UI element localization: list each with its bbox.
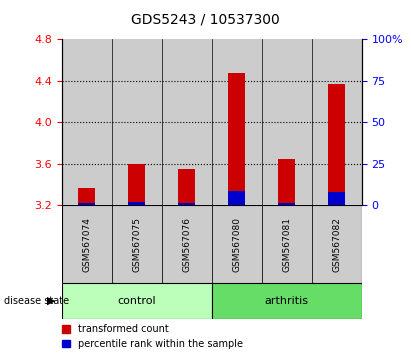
- Bar: [128, 164, 145, 205]
- Text: ▶: ▶: [47, 296, 55, 306]
- Bar: [162, 205, 212, 283]
- Bar: [312, 205, 362, 283]
- Text: GDS5243 / 10537300: GDS5243 / 10537300: [131, 12, 280, 27]
- Bar: [262, 205, 312, 283]
- Legend: transformed count, percentile rank within the sample: transformed count, percentile rank withi…: [62, 324, 243, 349]
- Bar: [112, 205, 162, 283]
- Text: GSM567080: GSM567080: [232, 217, 241, 272]
- Bar: [212, 283, 362, 319]
- Bar: [328, 192, 345, 205]
- Bar: [128, 202, 145, 205]
- Bar: [62, 205, 112, 283]
- Text: GSM567075: GSM567075: [132, 217, 141, 272]
- Bar: [78, 203, 95, 205]
- Text: disease state: disease state: [4, 296, 69, 306]
- Bar: [228, 73, 245, 205]
- Bar: [162, 39, 212, 205]
- Bar: [112, 39, 162, 205]
- Bar: [78, 188, 95, 205]
- Bar: [62, 283, 212, 319]
- Bar: [178, 203, 195, 205]
- Text: GSM567081: GSM567081: [282, 217, 291, 272]
- Bar: [278, 203, 296, 205]
- Bar: [178, 169, 195, 205]
- Text: GSM567074: GSM567074: [82, 217, 91, 272]
- Bar: [212, 205, 262, 283]
- Text: GSM567076: GSM567076: [182, 217, 191, 272]
- Bar: [278, 159, 296, 205]
- Text: GSM567082: GSM567082: [332, 217, 341, 272]
- Bar: [328, 84, 345, 205]
- Text: arthritis: arthritis: [265, 296, 309, 306]
- Bar: [62, 39, 112, 205]
- Bar: [262, 39, 312, 205]
- Text: control: control: [118, 296, 156, 306]
- Bar: [212, 39, 262, 205]
- Bar: [312, 39, 362, 205]
- Bar: [228, 191, 245, 205]
